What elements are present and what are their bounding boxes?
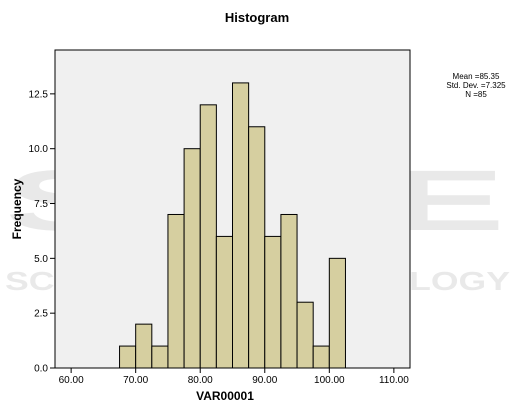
stat-mean: Mean =85.35	[453, 72, 500, 81]
histogram-bar	[199, 104, 217, 369]
x-tick-label: 80.00	[188, 375, 213, 386]
chart-title: Histogram	[225, 10, 289, 25]
y-tick-label: 12.5	[29, 89, 49, 100]
stat-n: N =85	[465, 90, 487, 99]
histogram-bar	[135, 323, 153, 369]
histogram-bar	[312, 345, 330, 369]
histogram-bar	[215, 235, 233, 369]
y-axis: 0.0 2.5 5.0 7.5 10.0 12.5	[29, 89, 55, 375]
x-tick-label: 70.00	[123, 375, 148, 386]
histogram-bar	[167, 213, 185, 369]
histogram-bar	[264, 235, 282, 369]
histogram-bar	[151, 345, 169, 369]
y-tick-label: 2.5	[34, 309, 48, 320]
y-tick-label: 10.0	[29, 144, 49, 155]
y-tick-label: 0.0	[34, 364, 48, 375]
histogram-bar	[232, 82, 250, 369]
x-tick-label: 100.00	[314, 375, 345, 386]
histogram-bar	[296, 301, 314, 369]
histogram-bar	[248, 126, 266, 369]
x-tick-label: 90.00	[252, 375, 277, 386]
bars-group	[119, 82, 346, 369]
x-tick-label: 110.00	[379, 375, 409, 386]
histogram-bar	[280, 213, 298, 369]
y-axis-label: Frequency	[10, 178, 24, 239]
stat-std-dev: Std. Dev. =7.325	[446, 81, 506, 90]
histogram-bar	[328, 257, 346, 369]
x-tick-label: 60.00	[59, 375, 84, 386]
histogram-bar	[183, 148, 201, 369]
histogram-bar	[119, 345, 137, 369]
x-axis-label: VAR00001	[196, 389, 254, 403]
y-tick-label: 5.0	[34, 254, 48, 265]
x-axis: 60.00 70.00 80.00 90.00 100.00 110.00	[59, 368, 409, 386]
y-tick-label: 7.5	[34, 199, 48, 210]
